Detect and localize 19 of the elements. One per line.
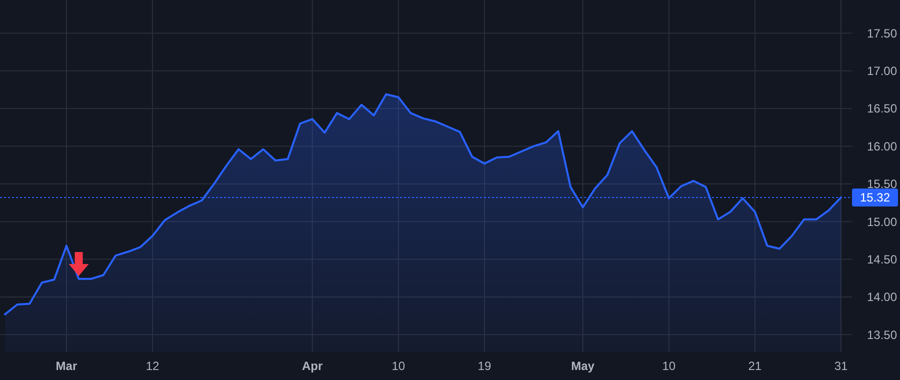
y-tick-label: 13.50: [867, 328, 898, 342]
x-tick-label: 10: [392, 359, 406, 373]
x-tick-label: 31: [834, 359, 848, 373]
x-tick-label: 12: [146, 359, 160, 373]
y-tick-label: 16.00: [867, 139, 898, 154]
y-tick-label: 15.50: [867, 177, 898, 192]
y-tick-label: 16.50: [867, 102, 898, 116]
x-tick-label: 10: [662, 359, 676, 373]
x-tick-label: May: [571, 359, 595, 373]
x-tick-label: Mar: [56, 359, 78, 373]
ref-line-label: 15.32: [860, 190, 890, 205]
y-tick-label: 17.50: [867, 26, 898, 40]
x-tick-label: 19: [478, 359, 492, 373]
y-tick-label: 15.00: [867, 214, 898, 229]
y-tick-label: 17.00: [867, 64, 898, 78]
y-tick-label: 14.00: [867, 290, 898, 304]
x-tick-label: 21: [748, 359, 762, 373]
x-tick-label: Apr: [302, 359, 324, 373]
y-tick-label: 14.50: [867, 252, 898, 266]
